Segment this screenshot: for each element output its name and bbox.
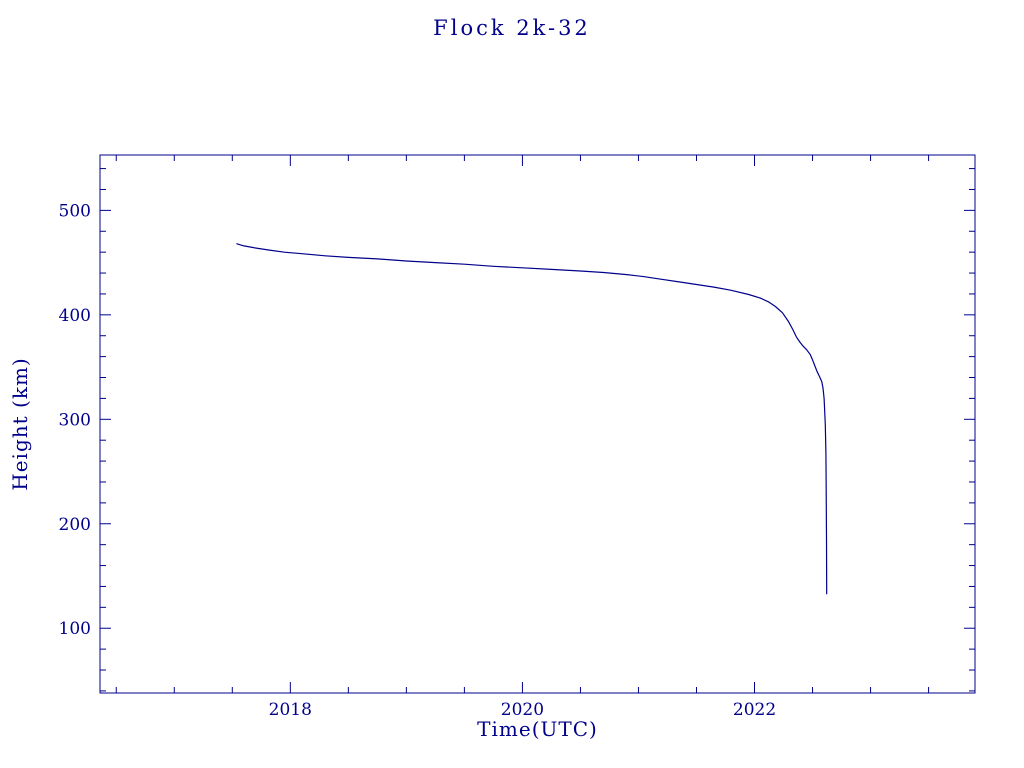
y-tick-label: 500 xyxy=(59,201,91,221)
x-axis-label: Time(UTC) xyxy=(477,717,598,741)
y-tick-label: 300 xyxy=(59,410,91,430)
data-line-height-decay xyxy=(236,243,828,595)
plot-frame xyxy=(99,154,976,694)
y-tick-label: 200 xyxy=(59,515,91,535)
y-tick-label: 400 xyxy=(59,306,91,326)
x-tick-label: 2020 xyxy=(501,700,544,720)
x-tick-label: 2022 xyxy=(733,700,776,720)
y-tick-label: 100 xyxy=(59,619,91,639)
x-tick-label: 2018 xyxy=(269,700,312,720)
chart-title: Flock 2k-32 xyxy=(433,16,591,40)
